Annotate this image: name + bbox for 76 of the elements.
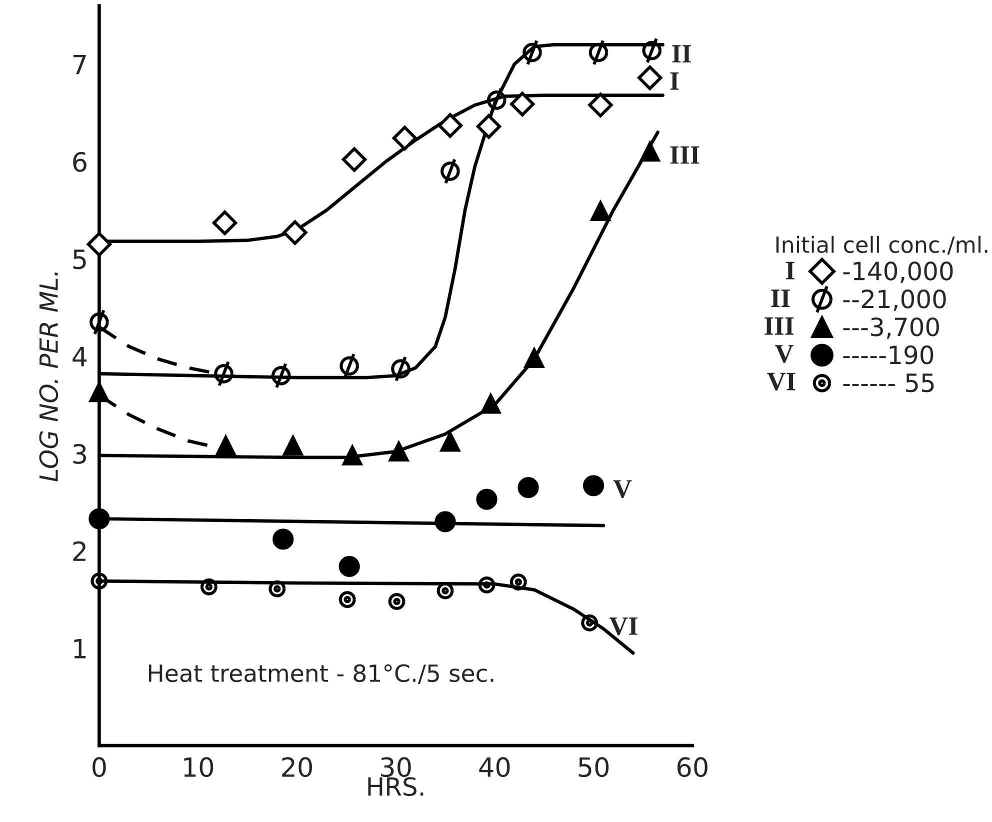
y-tick-label: 5 (73, 250, 86, 270)
point (518, 477, 539, 498)
point (510, 92, 535, 116)
point (440, 158, 460, 185)
point (638, 65, 662, 90)
x-tick-label: 0 (92, 757, 106, 778)
point (581, 614, 598, 632)
point (510, 574, 527, 590)
point (89, 382, 110, 402)
annotation: V (613, 480, 632, 498)
x-tick-label: 20 (282, 757, 312, 778)
point (434, 511, 456, 532)
legend-label: --21,000 (843, 289, 946, 311)
point (588, 39, 608, 66)
point (216, 436, 236, 456)
point (590, 201, 610, 222)
x-tick-label: 10 (184, 757, 214, 778)
point (582, 475, 604, 496)
point (338, 591, 356, 608)
legend-label: ------ 55 (843, 374, 934, 392)
annotation: I (670, 72, 679, 90)
point (478, 576, 496, 594)
x-axis-title: HRS. (368, 777, 424, 796)
point (588, 92, 613, 118)
point (90, 572, 108, 590)
legend-label: ---3,700 (843, 317, 939, 339)
legend-label: -----190 (843, 345, 934, 364)
point (476, 488, 498, 510)
y-tick-label: 1 (74, 639, 86, 658)
annotation: III (670, 146, 700, 164)
y-tick-label: 4 (72, 346, 87, 366)
point (480, 394, 501, 414)
y-tick-label: 2 (73, 541, 86, 561)
point (640, 142, 660, 162)
x-tick-label: 30 (381, 757, 411, 778)
point (214, 360, 234, 388)
legend-label: -140,000 (843, 262, 953, 284)
point (522, 39, 542, 66)
point (342, 147, 367, 172)
point (388, 593, 406, 610)
text: I (786, 262, 794, 280)
legend-title: Initial cell conc./ml. (776, 236, 988, 255)
point (90, 308, 109, 336)
y-tick-label: 3 (73, 444, 86, 464)
text: III (764, 317, 794, 335)
annotation: II (672, 45, 691, 62)
point (212, 210, 238, 236)
point (268, 580, 286, 598)
y-tick-label: 7 (73, 54, 86, 74)
point (271, 362, 291, 389)
text: II (771, 290, 790, 307)
y-axis-title: LOG NO. PER ML. (39, 272, 58, 482)
point (272, 528, 294, 550)
point (342, 446, 362, 466)
point (476, 114, 502, 139)
y-tick-label: 6 (73, 152, 86, 172)
point (391, 356, 410, 382)
point (86, 232, 112, 257)
point (440, 432, 460, 452)
x-tick-label: 40 (479, 757, 510, 778)
point (392, 126, 418, 150)
point (88, 508, 110, 530)
point (283, 436, 303, 456)
point (282, 220, 308, 245)
point (200, 578, 218, 596)
point (338, 556, 360, 577)
text: VI (767, 372, 796, 391)
point (388, 442, 409, 462)
point (438, 113, 463, 138)
annotation: VI (609, 618, 638, 636)
text: V (775, 345, 794, 363)
point (642, 37, 662, 64)
x-tick-label: 50 (578, 757, 609, 778)
annotation: Heat treatment - 81°C./5 sec. (148, 664, 494, 684)
x-tick-label: 60 (677, 757, 708, 778)
point (524, 348, 544, 368)
